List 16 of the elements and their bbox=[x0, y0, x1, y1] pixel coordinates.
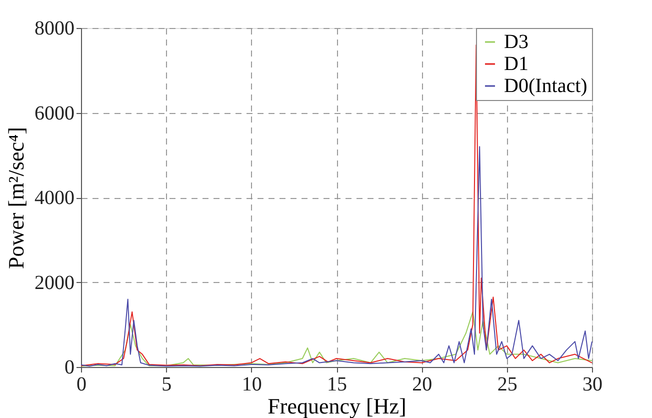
x-tick-label: 5 bbox=[162, 374, 172, 396]
y-axis-title: Power [m²/sec⁴] bbox=[4, 127, 28, 269]
x-axis-title: Frequency [Hz] bbox=[268, 394, 406, 418]
legend-label: D3 bbox=[504, 31, 528, 53]
y-tick-label: 8000 bbox=[34, 18, 74, 40]
y-tick-label: 0 bbox=[64, 356, 74, 378]
legend-label: D0(Intact) bbox=[504, 75, 588, 97]
y-tick-label: 4000 bbox=[34, 187, 74, 209]
y-tick-label: 2000 bbox=[34, 272, 74, 294]
x-tick-label: 15 bbox=[327, 374, 347, 396]
x-tick-label: 10 bbox=[242, 374, 262, 396]
x-tick-label: 20 bbox=[412, 374, 432, 396]
x-tick-label: 25 bbox=[497, 374, 518, 396]
x-tick-label: 30 bbox=[582, 374, 602, 396]
legend-label: D1 bbox=[504, 53, 528, 75]
y-tick-label: 6000 bbox=[34, 102, 74, 124]
